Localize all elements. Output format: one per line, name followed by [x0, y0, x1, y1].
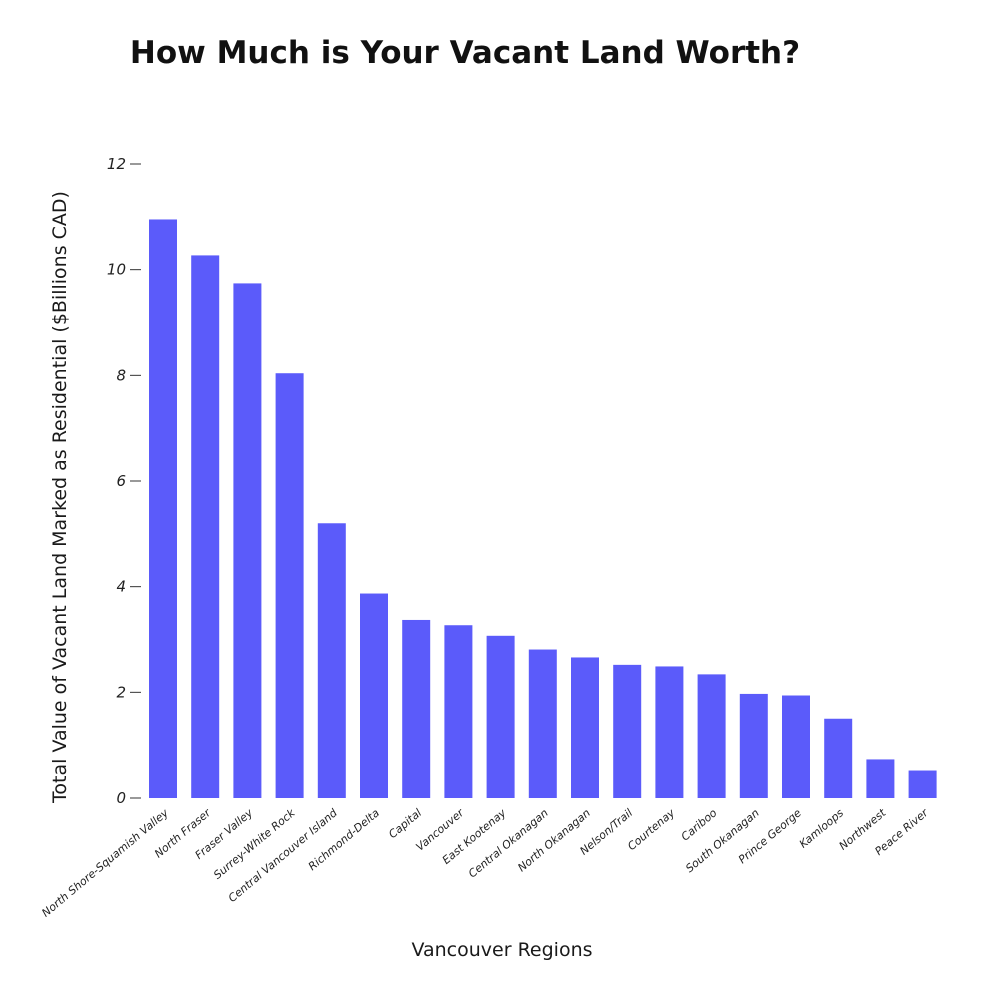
bars	[149, 219, 937, 799]
y-tick-label: 6	[116, 472, 126, 490]
bar-prince-george	[782, 695, 810, 798]
y-axis-label: Total Value of Vacant Land Marked as Res…	[49, 191, 71, 804]
x-tick-label: Courtenay	[625, 806, 678, 853]
bar-courtenay	[655, 666, 684, 798]
bar-south-okanagan	[739, 693, 768, 798]
x-tick-label: Cariboo	[679, 806, 720, 843]
bar-kamloops	[824, 718, 853, 798]
bar-peace-river	[908, 770, 937, 798]
bar-surrey-white-rock	[275, 373, 304, 798]
bar-cariboo	[697, 674, 726, 798]
chart-title: How Much is Your Vacant Land Worth?	[130, 35, 800, 71]
y-tick-label: 8	[116, 366, 126, 384]
y-tick-label: 2	[116, 683, 126, 701]
bar-north-fraser	[191, 255, 220, 798]
x-tick-label: North Okanagan	[515, 806, 593, 874]
bar-capital	[402, 619, 431, 798]
bar-east-kootenay	[486, 635, 515, 798]
bar-richmond-delta	[360, 593, 388, 798]
bar-central-okanagan	[528, 649, 557, 798]
bar-northwest	[866, 759, 895, 798]
x-tick-label: North Shore-Squamish Valley	[39, 806, 171, 920]
x-tick-label: South Okanagan	[683, 806, 762, 875]
y-tick-label: 0	[116, 789, 126, 807]
x-tick-label: Capital	[386, 806, 424, 841]
x-tick-label: Richmond-Delta	[306, 806, 382, 873]
bar-fraser-valley	[233, 283, 262, 798]
bar-nelson-trail	[613, 664, 642, 798]
x-tick-label: Central Okanagan	[466, 806, 551, 880]
y-tick-label: 4	[116, 578, 126, 596]
y-tick-label: 12	[107, 155, 126, 173]
y-axis-ticks: 0 2 4 6 8 10 12	[107, 155, 141, 807]
bar-central-vancouver-island	[317, 523, 346, 798]
y-tick-label: 10	[107, 261, 126, 279]
x-axis-label: Vancouver Regions	[411, 939, 592, 961]
bar-vancouver	[444, 625, 473, 798]
bar-north-okanagan	[571, 657, 599, 798]
bar-north-shore-squamish-valley	[149, 219, 177, 799]
